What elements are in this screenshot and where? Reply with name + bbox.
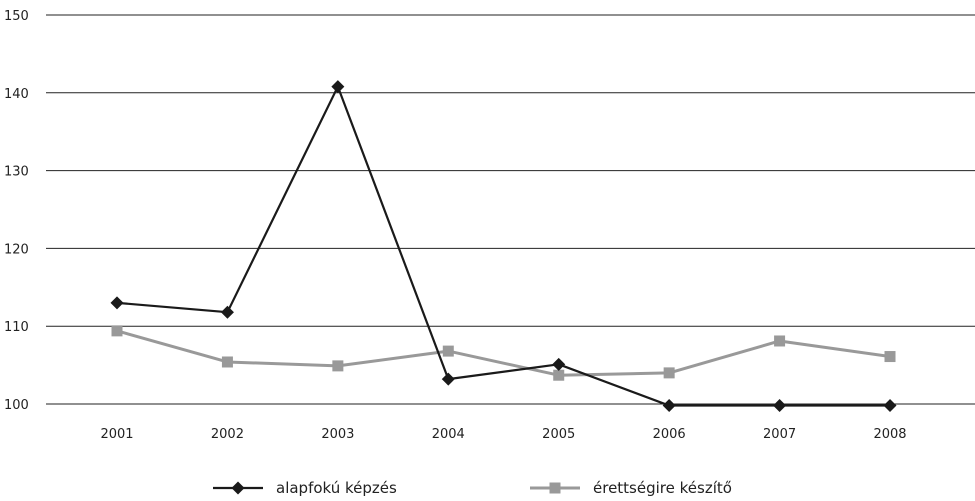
legend-label: alapfokú képzés	[276, 479, 397, 497]
data-point	[332, 360, 344, 372]
data-point	[331, 80, 345, 94]
legend-marker	[231, 481, 245, 495]
x-tick-label: 2001	[100, 427, 133, 442]
series-line-2	[116, 329, 891, 377]
x-tick-label: 2004	[432, 427, 465, 442]
gridlines	[46, 14, 975, 405]
series-line-1	[116, 85, 891, 407]
data-point	[220, 305, 234, 319]
x-tick-label: 2008	[873, 427, 906, 442]
x-tick-label: 2002	[211, 427, 244, 442]
data-point	[884, 351, 896, 363]
legend-marker	[549, 482, 561, 494]
x-axis-tick-labels: 2001 2002 2003 2004 2005 2006 2007 2008	[100, 427, 906, 442]
data-point	[663, 367, 675, 379]
legend: alapfokú képzés érettségire készítő	[213, 479, 732, 497]
y-axis-tick-labels: 100 110 120 130 140 150	[4, 9, 29, 413]
y-tick-label: 140	[4, 87, 29, 102]
y-tick-label: 150	[4, 9, 29, 24]
data-point	[662, 399, 676, 413]
data-point	[553, 369, 565, 381]
x-tick-label: 2005	[542, 427, 575, 442]
data-point	[883, 399, 897, 413]
data-point	[773, 399, 787, 413]
series-layer	[110, 80, 897, 413]
y-tick-label: 130	[4, 165, 29, 180]
y-tick-label: 100	[4, 398, 29, 413]
x-tick-label: 2003	[321, 427, 354, 442]
legend-label: érettségire készítő	[593, 479, 732, 497]
data-point	[442, 345, 454, 357]
data-point	[774, 335, 786, 347]
data-point	[441, 372, 455, 386]
y-tick-label: 110	[4, 320, 29, 335]
data-point	[111, 325, 123, 337]
y-tick-label: 120	[4, 242, 29, 257]
data-point	[552, 357, 566, 371]
x-tick-label: 2006	[653, 427, 686, 442]
data-point	[110, 296, 124, 310]
x-tick-label: 2007	[763, 427, 796, 442]
data-point	[221, 356, 233, 368]
